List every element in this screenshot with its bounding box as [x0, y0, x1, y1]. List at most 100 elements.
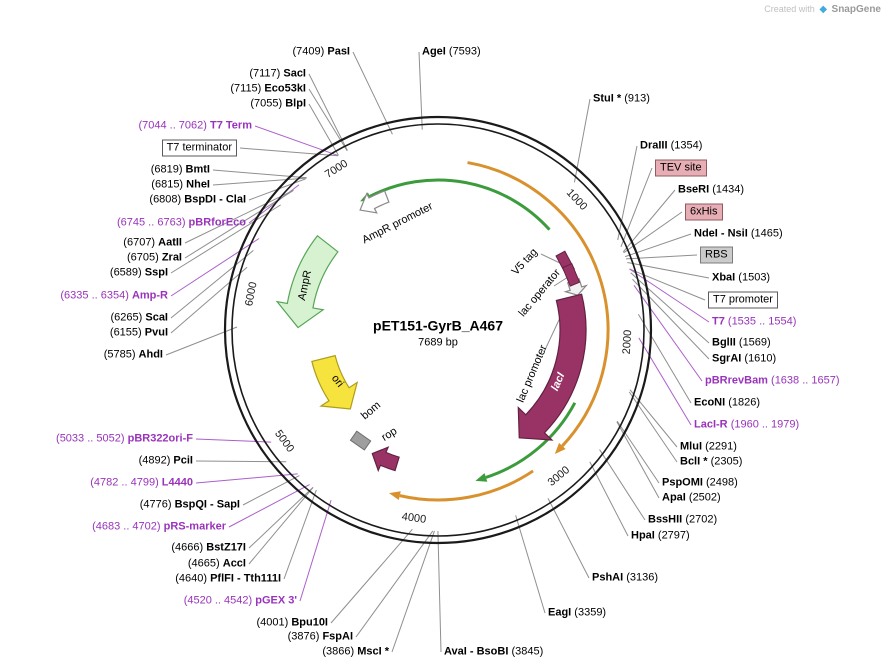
connector-zrai	[184, 190, 294, 259]
site-label-blpi[interactable]: (7055) BlpI	[250, 98, 306, 111]
site-name: BlpI	[285, 97, 306, 110]
site-label-bspqi-sapi[interactable]: (4776) BspQI - SapI	[140, 499, 240, 512]
site-label-econi[interactable]: EcoNI (1826)	[694, 397, 760, 410]
site-label-fspai[interactable]: (3876) FspAI	[288, 631, 353, 644]
site-label-bstz17i[interactable]: (4666) BstZ17I	[171, 542, 246, 555]
site-label-pspomi[interactable]: PspOMI (2498)	[662, 477, 738, 490]
site-label-sgrai[interactable]: SgrAI (1610)	[712, 353, 776, 366]
site-label-pshai[interactable]: PshAI (3136)	[592, 572, 658, 585]
site-label-apai[interactable]: ApaI (2502)	[662, 492, 721, 505]
site-label-agei[interactable]: AgeI (7593)	[422, 46, 481, 59]
site-position: (6815)	[151, 178, 184, 191]
site-label-t7-term[interactable]: (7044 .. 7062) T7 Term	[138, 120, 252, 133]
site-label-avai-bsobi[interactable]: AvaI - BsoBI (3845)	[444, 646, 543, 659]
site-position: (2291)	[705, 440, 737, 453]
site-name: pBRforEco	[188, 216, 246, 229]
position-label-4000: 4000	[401, 511, 427, 526]
site-label-pbrforeco[interactable]: (6745 .. 6763) pBRforEco	[117, 217, 246, 230]
site-label-pcii[interactable]: (4892) PciI	[139, 455, 193, 468]
site-position: (3136)	[626, 571, 659, 584]
feature-connector-0	[540, 253, 563, 265]
site-name: StuI *	[593, 92, 622, 105]
site-label-pbr322ori-f[interactable]: (5033 .. 5052) pBR322ori-F	[56, 433, 193, 446]
orf-arc-right	[467, 161, 610, 447]
site-label-ndei-nsii[interactable]: NdeI - NsiI (1465)	[694, 228, 783, 241]
feature-lac-operator[interactable]	[561, 263, 581, 287]
site-position: (2305)	[710, 455, 743, 468]
site-label-eagi[interactable]: EagI (3359)	[548, 607, 606, 620]
site-label-acci[interactable]: (4665) AccI	[188, 558, 246, 571]
site-label-ahdi[interactable]: (5785) AhdI	[104, 349, 163, 362]
site-position: (6265)	[110, 311, 143, 324]
site-position: (4892)	[138, 454, 171, 467]
site-position: (6819)	[150, 163, 183, 176]
site-label-tev-site[interactable]: TEV site	[655, 159, 707, 177]
connector-saci	[308, 73, 348, 151]
site-label-zrai[interactable]: (6705) ZraI	[127, 252, 182, 265]
connector-pasi	[352, 51, 393, 135]
site-label-6xhis[interactable]: 6xHis	[685, 203, 723, 221]
feature-ampr[interactable]	[275, 234, 339, 329]
site-label-eco53ki[interactable]: (7115) Eco53kI	[230, 83, 306, 96]
site-name: BspQI - SapI	[174, 498, 240, 511]
site-label-draiii[interactable]: DraIII (1354)	[640, 140, 702, 153]
site-label-stui[interactable]: StuI * (913)	[593, 93, 650, 106]
feature-ampr-promoter[interactable]	[359, 190, 390, 214]
site-name: PasI	[327, 45, 350, 58]
orf-arc-bottom	[399, 469, 534, 502]
site-name: FspAI	[322, 630, 353, 643]
site-label-bspdi-clai[interactable]: (6808) BspDI - ClaI	[149, 194, 246, 207]
orf-arc-top	[369, 178, 551, 231]
site-label-mlui[interactable]: MluI (2291)	[680, 441, 737, 454]
site-label-scai[interactable]: (6265) ScaI	[111, 312, 169, 325]
site-label-bseri[interactable]: BseRI (1434)	[678, 184, 744, 197]
site-label-pvui[interactable]: (6155) PvuI	[110, 327, 168, 340]
site-label-bmti[interactable]: (6819) BmtI	[151, 164, 210, 177]
connector-fspai	[355, 530, 434, 638]
site-label-laci-r[interactable]: LacI-R (1960 .. 1979)	[694, 419, 799, 432]
site-label-bcli[interactable]: BclI * (2305)	[680, 456, 742, 469]
site-label-t7[interactable]: T7 (1535 .. 1554)	[712, 316, 796, 329]
backbone-outer-ring	[223, 115, 653, 545]
site-label-bpu10i[interactable]: (4001) Bpu10I	[256, 617, 328, 630]
site-name: DraIII	[640, 139, 668, 152]
site-label-bsshii[interactable]: BssHII (2702)	[648, 514, 717, 527]
site-label-rbs[interactable]: RBS	[700, 246, 733, 264]
connector-pbr322ori-f	[195, 438, 272, 443]
site-label-aatii[interactable]: (6707) AatII	[123, 237, 182, 250]
site-label-nhei[interactable]: (6815) NheI	[151, 179, 210, 192]
site-label-bglii[interactable]: BglII (1569)	[712, 337, 771, 350]
feature-bom[interactable]	[349, 430, 372, 451]
site-label-hpai[interactable]: HpaI (2797)	[631, 530, 690, 543]
site-name: BmtI	[185, 163, 210, 176]
site-name: BssHII	[648, 513, 683, 526]
feature-laci[interactable]	[517, 293, 587, 441]
site-position: (3866)	[322, 645, 355, 658]
connector-bstz17i	[248, 487, 314, 549]
site-label-pgex-3[interactable]: (4520 .. 4542) pGEX 3'	[184, 595, 297, 608]
site-position: (7044 .. 7062)	[138, 119, 207, 132]
site-name: T7 Term	[210, 119, 252, 132]
feature-ori[interactable]	[311, 354, 359, 410]
site-name: Eco53kI	[264, 82, 306, 95]
connector-laci-r	[638, 337, 692, 426]
site-label-pflfi-tth111i[interactable]: (4640) PflFI - Tth111I	[175, 573, 281, 586]
position-label-2000: 2000	[621, 329, 635, 354]
site-label-prs-marker[interactable]: (4683 .. 4702) pRS-marker	[92, 521, 226, 534]
site-label-sspi[interactable]: (6589) SspI	[110, 267, 168, 280]
site-label-msci[interactable]: (3866) MscI *	[322, 646, 389, 659]
site-label-xbai[interactable]: XbaI (1503)	[712, 272, 770, 285]
site-label-t7-terminator[interactable]: T7 terminator	[161, 139, 237, 157]
site-position: (4001)	[256, 616, 289, 629]
site-position: (1465)	[750, 227, 783, 240]
site-label-l4440[interactable]: (4782 .. 4799) L4440	[90, 477, 193, 490]
site-position: (1638 .. 1657)	[771, 374, 840, 387]
site-label-pbrrevbam[interactable]: pBRrevBam (1638 .. 1657)	[705, 375, 840, 388]
site-label-pasi[interactable]: (7409) PasI	[293, 46, 351, 59]
orf-arc-bottom-head	[389, 491, 401, 501]
feature-rop[interactable]	[371, 446, 400, 473]
site-label-saci[interactable]: (7117) SacI	[249, 68, 306, 81]
site-label-amp-r[interactable]: (6335 .. 6354) Amp-R	[60, 290, 168, 303]
site-label-t7-promoter[interactable]: T7 promoter	[708, 291, 778, 309]
